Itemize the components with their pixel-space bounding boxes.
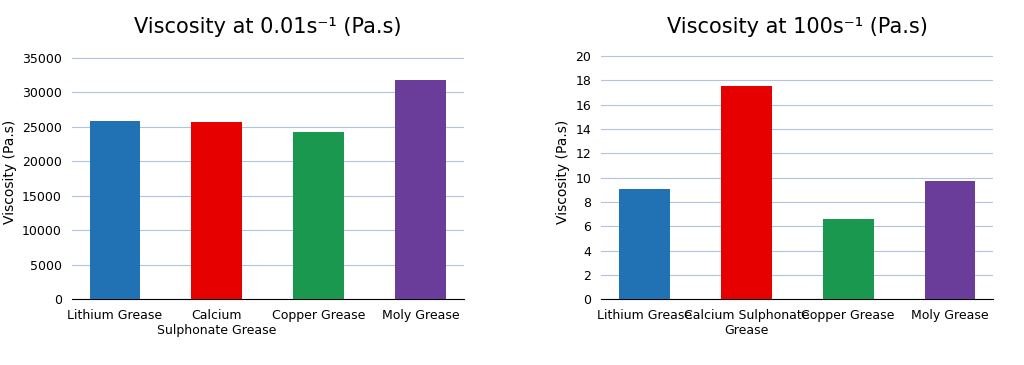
Bar xyxy=(618,189,670,299)
Bar xyxy=(395,80,446,299)
Bar xyxy=(721,87,772,299)
Bar xyxy=(925,181,976,299)
Title: Viscosity at 100s⁻¹ (Pa.s): Viscosity at 100s⁻¹ (Pa.s) xyxy=(667,17,928,37)
Title: Viscosity at 0.01s⁻¹ (Pa.s): Viscosity at 0.01s⁻¹ (Pa.s) xyxy=(134,17,401,37)
Y-axis label: Viscosity (Pa.s): Viscosity (Pa.s) xyxy=(556,119,570,224)
Bar xyxy=(293,132,344,299)
Bar xyxy=(191,122,243,299)
Y-axis label: Viscosity (Pa.s): Viscosity (Pa.s) xyxy=(2,119,16,224)
Bar xyxy=(822,219,873,299)
Bar xyxy=(89,121,140,299)
